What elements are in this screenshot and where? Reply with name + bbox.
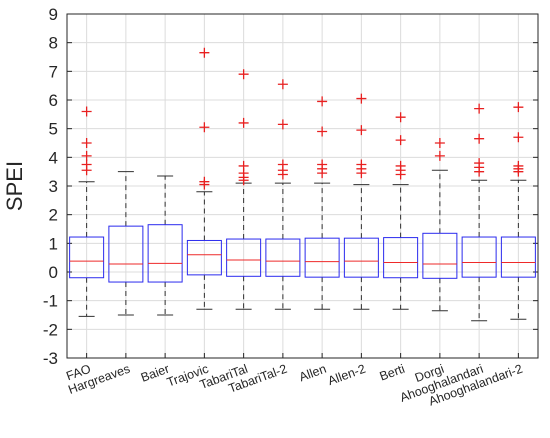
outlier-point [513, 132, 524, 143]
y-tick-label: -1 [43, 292, 58, 311]
y-tick-label: 8 [49, 34, 58, 53]
outlier-point [395, 160, 406, 171]
y-tick-label: 4 [49, 148, 58, 167]
y-tick-label: 1 [49, 234, 58, 253]
y-tick-label: 6 [49, 91, 58, 110]
outlier-point [356, 93, 367, 104]
grid [67, 13, 538, 359]
iqr-box [500, 236, 536, 278]
outlier-point [277, 79, 288, 90]
y-tick-label: 0 [49, 263, 58, 282]
outlier-point [199, 176, 210, 187]
outlier-point [434, 138, 445, 148]
outlier-point [474, 103, 485, 114]
box-tabarital-2 [265, 79, 301, 310]
y-tick-label: -2 [43, 320, 58, 339]
outlier-point [317, 159, 328, 170]
box-ahooghalandari [461, 103, 497, 322]
outlier-point [434, 150, 445, 161]
outlier-point [474, 133, 485, 144]
box-dorgi [422, 138, 458, 312]
outlier-point [356, 125, 367, 136]
iqr-box [304, 237, 340, 278]
outlier-point [513, 102, 524, 113]
outlier-point [395, 135, 406, 146]
box-trajovic [186, 47, 222, 310]
y-tick-label: 5 [49, 120, 58, 139]
y-axis-label: SPEI [2, 161, 27, 211]
outlier-point [81, 159, 92, 170]
outlier-point [317, 96, 328, 107]
iqr-box [343, 237, 379, 278]
box-berti [383, 112, 419, 310]
y-tick-label: 7 [49, 62, 58, 81]
iqr-box [108, 225, 144, 283]
iqr-box [69, 236, 105, 279]
outlier-point [238, 69, 249, 80]
outlier-point [474, 158, 485, 169]
iqr-box [147, 224, 183, 283]
box-ahooghalandari-2 [500, 102, 536, 320]
outlier-point [395, 112, 406, 123]
outlier-point [81, 106, 92, 117]
outlier-point [317, 126, 328, 137]
outlier-point [199, 122, 210, 133]
iqr-box [186, 239, 222, 276]
x-tick-label: Berti [378, 362, 407, 384]
iqr-box [226, 238, 262, 277]
y-tick-label: 3 [49, 177, 58, 196]
iqr-box [265, 238, 301, 277]
iqr-box [422, 232, 458, 279]
box-allen-2 [343, 93, 379, 310]
outlier-point [199, 47, 210, 58]
box-fao [69, 106, 105, 317]
box-tabarital [226, 69, 262, 310]
y-tick-label: 2 [49, 206, 58, 225]
box-allen [304, 96, 340, 310]
outlier-point [81, 150, 92, 161]
outlier-point [277, 119, 288, 130]
y-tick-label: -3 [43, 349, 58, 368]
outlier-point [81, 138, 92, 148]
x-tick-label: Allen-2 [326, 362, 367, 388]
outlier-point [238, 160, 249, 171]
outlier-point [356, 159, 367, 170]
iqr-box [461, 236, 497, 278]
boxes [69, 47, 536, 322]
outlier-point [513, 160, 524, 171]
iqr-box [383, 237, 419, 279]
box-hargreaves [108, 171, 144, 316]
y-tick-labels: -3 -2 -1 0 1 2 3 4 5 6 7 8 9 [43, 5, 58, 368]
outlier-point [238, 117, 249, 128]
plot-frame [66, 13, 539, 359]
y-tick-label: 9 [49, 5, 58, 24]
outlier-point [277, 159, 288, 170]
box-baier [147, 175, 183, 316]
x-tick-label: Allen [297, 362, 328, 385]
